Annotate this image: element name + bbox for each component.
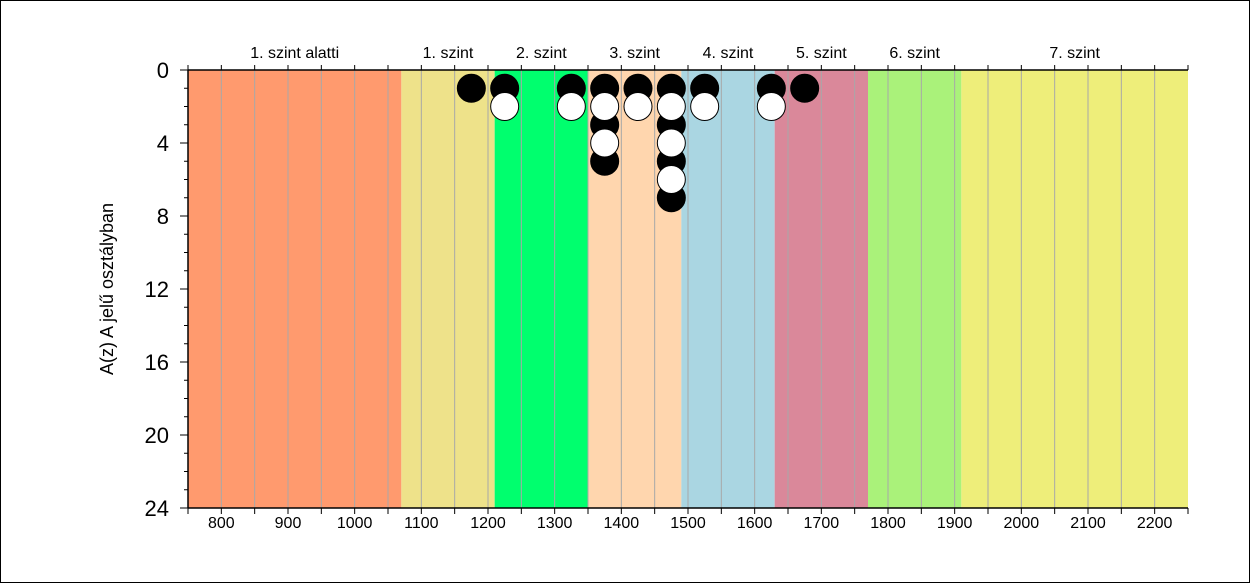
x-tick-label: 2200: [1137, 515, 1173, 532]
data-point-white: [590, 92, 620, 121]
y-tick-label: 20: [145, 423, 169, 448]
grid-lines: [220, 70, 1156, 508]
y-tick-label: 8: [157, 204, 169, 229]
x-tick-label: 900: [275, 515, 302, 532]
x-tick-label: 2100: [1070, 515, 1106, 532]
level-band-label-4: 3. szint: [609, 45, 660, 62]
x-tick-label: 1400: [604, 515, 640, 532]
level-band-label-8: 7. szint: [1049, 45, 1100, 62]
x-tick-label: 1200: [470, 515, 506, 532]
data-point-black: [790, 73, 820, 103]
data-point-black: [456, 73, 486, 103]
y-tick-label: 24: [145, 496, 169, 521]
x-tick-label: 1500: [670, 515, 706, 532]
level-band-3: [494, 70, 588, 508]
level-band-1: [188, 70, 402, 508]
y-axis-ticks: 0 4 8 12 16 20 24: [145, 58, 188, 521]
data-point-white: [590, 128, 620, 158]
x-tick-label: 1600: [737, 515, 773, 532]
y-tick-label: 16: [145, 350, 169, 375]
data-point-white: [756, 92, 786, 121]
level-band-label-5: 4. szint: [703, 45, 754, 62]
level-band-7: [868, 70, 962, 508]
level-band-label-2: 1. szint: [423, 45, 474, 62]
level-band-labels: 1. szint alatti 1. szint 2. szint 3. szint 4…: [250, 45, 1100, 62]
x-tick-label: 2000: [1004, 515, 1040, 532]
y-tick-label: 12: [145, 277, 169, 302]
data-point-white: [656, 165, 686, 194]
data-point-white: [623, 92, 653, 121]
x-tick-label: 1100: [404, 515, 439, 532]
level-band-label-7: 6. szint: [889, 45, 940, 62]
y-axis-title: A(z) A jelű osztályban: [97, 203, 117, 375]
x-axis-ticks: 800 900 1000 1100 1200 1300 1400 1500 1600 1700 18…: [187, 65, 1189, 532]
x-tick-label: 1900: [937, 515, 973, 532]
x-tick-label: 1300: [537, 515, 573, 532]
data-point-white: [690, 92, 720, 121]
data-point-white: [490, 92, 520, 121]
level-band-5: [681, 70, 775, 508]
level-band-2: [401, 70, 495, 508]
x-tick-label: 1000: [337, 515, 373, 532]
data-point-white: [656, 92, 686, 121]
level-band-label-3: 2. szint: [516, 45, 567, 62]
data-point-white: [656, 128, 686, 158]
x-tick-label: 1700: [804, 515, 840, 532]
x-tick-label: 1800: [870, 515, 906, 532]
level-band-8: [961, 70, 1188, 508]
data-point-white: [556, 92, 586, 121]
x-tick-label: 800: [208, 515, 235, 532]
level-band-label-6: 5. szint: [796, 45, 847, 62]
y-tick-label: 4: [157, 131, 169, 156]
level-band-label-1: 1. szint alatti: [250, 45, 339, 62]
y-tick-label: 0: [157, 58, 169, 83]
data-points: [456, 73, 820, 213]
